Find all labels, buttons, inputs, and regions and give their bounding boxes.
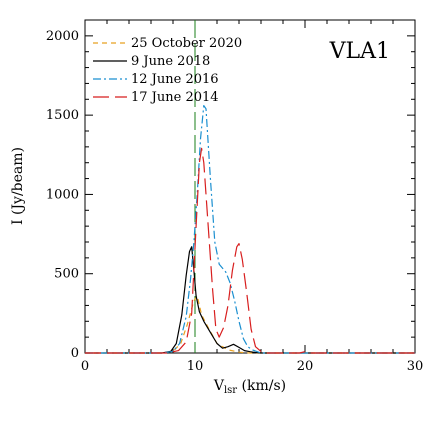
y-axis-title: I (Jy/beam): [10, 147, 26, 225]
series-line: [85, 246, 415, 354]
legend-label: 25 October 2020: [131, 36, 242, 51]
x-axis-title-main: V: [213, 378, 225, 394]
y-tick-label: 500: [54, 267, 79, 282]
x-tick-label: 20: [297, 359, 314, 374]
axis-ticks: 0 10 20 30 0 500 1000 1500 2000: [46, 19, 424, 374]
series-line: [85, 147, 415, 354]
x-axis-title-unit: (km/s): [237, 378, 286, 394]
x-tick-label: 30: [407, 359, 424, 374]
y-tick-label: 1500: [46, 108, 79, 123]
y-tick-label: 2000: [46, 29, 79, 44]
x-axis-title-sub: lsr: [224, 385, 237, 396]
legend: 25 October 2020 9 June 2018 12 June 2016 17…: [93, 36, 242, 105]
legend-label: 9 June 2018: [131, 54, 210, 69]
x-tick-label: 10: [187, 359, 204, 374]
series-group: [85, 105, 415, 354]
panel-label: VLA1: [329, 39, 390, 64]
legend-label: 17 June 2014: [131, 90, 219, 105]
series-line: [85, 105, 415, 354]
plot-frame: [84, 19, 416, 354]
legend-label: 12 June 2016: [131, 72, 219, 87]
x-axis-title: Vlsr (km/s): [213, 378, 286, 396]
y-tick-label: 0: [71, 346, 79, 361]
y-tick-label: 1000: [46, 187, 79, 202]
x-tick-label: 0: [81, 359, 89, 374]
